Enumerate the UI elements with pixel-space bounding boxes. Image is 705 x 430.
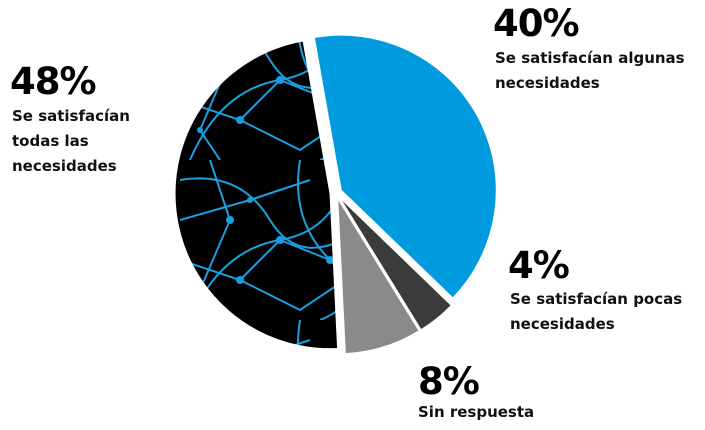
category-label: Se satisfacían pocas necesidades (510, 290, 683, 333)
pie-slice (313, 34, 497, 299)
pie-slice (174, 40, 339, 350)
category-label: Se satisfacían todas las necesidades (12, 107, 130, 175)
slices (174, 34, 497, 355)
value-label: 48% (10, 60, 97, 103)
pie-slice (339, 197, 452, 331)
value-label: 40% (493, 2, 580, 45)
value-label: 8% (418, 360, 480, 403)
category-label: Sin respuesta (418, 403, 535, 421)
pie-slice (337, 198, 420, 355)
value-label: 4% (508, 244, 570, 287)
category-label: Se satisfacían algunas necesidades (495, 49, 685, 92)
